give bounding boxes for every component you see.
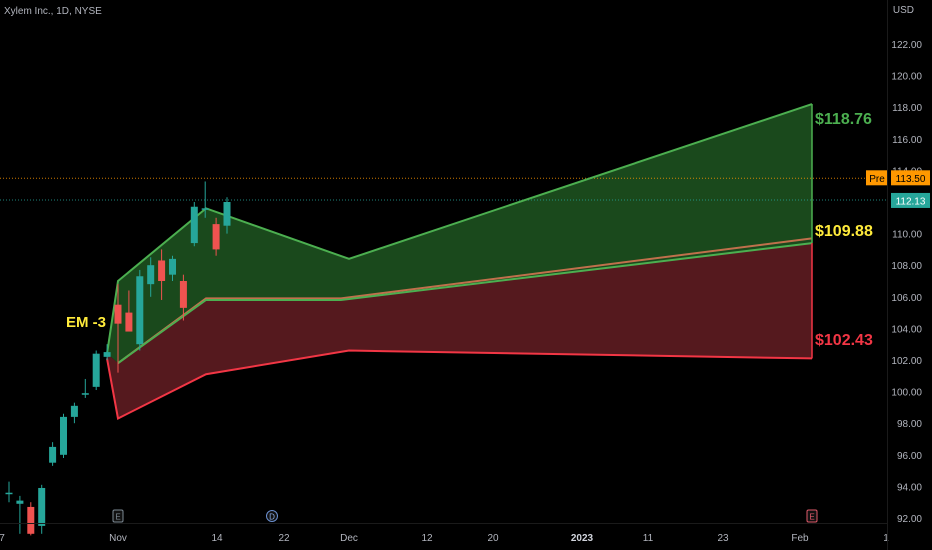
dividend-marker-icon: [266, 510, 278, 522]
pre-market-tag-label: Pre: [869, 174, 885, 185]
price-tick-label: 116.00: [892, 135, 922, 146]
price-tick-label: 102.00: [891, 356, 922, 367]
time-tick-label: 2023: [571, 533, 594, 544]
candle-body: [125, 312, 133, 332]
time-tick-label: 12: [421, 533, 433, 544]
time-tick-label: 20: [487, 533, 499, 544]
last-price-label: 112.13: [896, 196, 926, 207]
candle-body: [27, 506, 35, 534]
pre-market-price-label: 113.50: [896, 174, 926, 185]
earnings-marker-icon: [806, 509, 818, 523]
candle-body: [169, 258, 176, 275]
candle-body: [38, 487, 46, 526]
time-tick-label: 14: [211, 533, 223, 544]
candle-body: [212, 224, 220, 250]
candle-body: [103, 352, 111, 357]
candle-body: [158, 260, 166, 281]
event-marker[interactable]: D: [266, 510, 278, 522]
price-tick-label: 94.00: [897, 482, 922, 493]
pre-market-tag: [866, 170, 888, 186]
price-tick-label: 92.00: [897, 514, 922, 525]
time-tick-label: 11: [643, 533, 654, 544]
lower-cone-line: [106, 349, 813, 420]
time-tick-label: 22: [278, 533, 290, 544]
price-tick-label: 122.00: [891, 40, 922, 51]
time-tick-label: Feb: [791, 533, 809, 544]
candle-body: [92, 353, 100, 387]
price-tick-label: 96.00: [897, 451, 922, 462]
candle-body: [60, 416, 67, 455]
upper-target-label: $118.76: [815, 111, 872, 128]
time-axis-separator: [0, 523, 887, 524]
candle-body: [49, 446, 57, 463]
time-tick-label: 1: [883, 533, 889, 544]
price-tick-label: 106.00: [891, 293, 922, 304]
lower-target-label: $102.43: [815, 332, 873, 349]
earnings-marker-label: E: [809, 513, 814, 522]
price-tick-label: 120.00: [891, 72, 922, 83]
symbol-header: Xylem Inc., 1D, NYSE: [4, 6, 102, 17]
candle-body: [147, 265, 155, 285]
candle-body: [70, 405, 78, 417]
price-axis-separator: [887, 0, 888, 550]
event-marker[interactable]: E: [112, 509, 124, 523]
time-tick-label: 23: [717, 533, 729, 544]
mid-lower-line: [117, 242, 813, 364]
candle-body: [16, 500, 24, 504]
candle-body: [114, 304, 122, 324]
pre-market-price-badge: [891, 170, 930, 186]
lower-cone-fill: [107, 243, 812, 419]
time-tick-label: 7: [0, 533, 5, 544]
em-label: EM -3: [66, 314, 106, 331]
candle-body: [223, 202, 231, 226]
currency-label: USD: [892, 5, 914, 16]
mid-target-label: $109.88: [815, 223, 873, 240]
candle-body: [136, 276, 144, 345]
candle-body: [201, 208, 209, 210]
earnings-marker-label: E: [115, 513, 120, 522]
time-tick-label: Nov: [109, 533, 127, 544]
price-tick-label: 98.00: [897, 419, 922, 430]
event-marker[interactable]: E: [806, 509, 818, 523]
candle-body: [179, 281, 187, 308]
price-tick-label: 110.00: [892, 230, 922, 241]
price-tick-label: 108.00: [891, 261, 922, 272]
price-tick-label: 118.00: [892, 103, 922, 114]
last-price-badge: [891, 192, 930, 208]
price-tick-label: 100.00: [891, 388, 922, 399]
earnings-marker-icon: [112, 509, 124, 523]
dividend-marker-label: D: [269, 513, 275, 522]
price-tick-label: 104.00: [891, 324, 922, 335]
candle-body: [190, 206, 198, 244]
candle-body: [81, 393, 89, 395]
time-tick-label: Dec: [340, 533, 358, 544]
candle-body: [5, 492, 13, 495]
